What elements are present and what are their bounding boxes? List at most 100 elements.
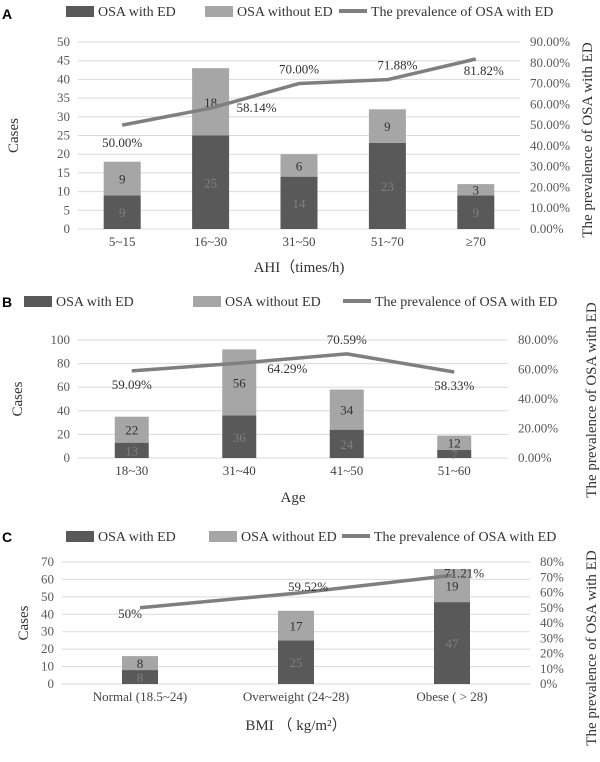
x-axis-title: Age: [281, 490, 306, 506]
bar-osa-without-ed: [457, 184, 495, 196]
legend-label: The prevalence of OSA with ED: [375, 295, 557, 310]
x-category-label: 31~50: [282, 234, 315, 249]
bar-osa-without-ed: [103, 161, 141, 196]
x-axis-title: AHI（times/h): [254, 259, 345, 276]
bar-osa-with-ed: [278, 640, 314, 684]
prevalence-label: 58.14%: [237, 100, 277, 115]
y-tick-label: 40: [57, 71, 70, 86]
x-category-label: 16~30: [194, 234, 227, 249]
y2-tick-label: 30.00%: [530, 159, 570, 174]
y-tick-label: 0: [64, 221, 71, 236]
bar-label-with-ed: 25: [290, 655, 303, 670]
bar-label-without-ed: 56: [233, 375, 247, 390]
y-tick-label: 60: [57, 379, 70, 394]
bar-label-with-ed: 7: [451, 447, 458, 462]
prevalence-label: 71.88%: [377, 58, 417, 73]
y-tick-label: 0: [64, 450, 71, 465]
bar-osa-without-ed: [329, 389, 364, 430]
bar-osa-with-ed: [122, 670, 158, 684]
y2-tick-label: 60%: [540, 585, 564, 600]
legend-label: OSA without ED: [241, 530, 337, 545]
prevalence-label: 71.21%: [444, 565, 484, 580]
prevalence-line: [121, 57, 477, 127]
y-tick-label: 25: [57, 128, 70, 143]
prevalence-label: 59.52%: [288, 579, 328, 594]
y2-tick-label: 20.00%: [518, 421, 558, 436]
prevalence-line: [139, 573, 453, 610]
prevalence-label: 59.09%: [112, 377, 152, 392]
y2-tick-label: 50%: [540, 600, 564, 615]
y2-tick-label: 10.00%: [530, 200, 570, 215]
bar-osa-with-ed: [368, 142, 406, 229]
prevalence-label: 70.00%: [279, 62, 319, 77]
bar-osa-without-ed: [280, 154, 318, 177]
y2-tick-label: 10%: [540, 661, 564, 676]
bar-label-with-ed: 24: [340, 437, 354, 452]
y-tick-label: 50: [57, 34, 70, 49]
y-tick-label: 30: [41, 624, 54, 639]
bar-osa-without-ed: [368, 109, 406, 143]
bar-label-without-ed: 9: [119, 172, 126, 187]
prevalence-label: 64.29%: [267, 361, 307, 376]
panel-letter: C: [2, 529, 12, 545]
chart-panel-a: A OSA with ED OSA without ED The prevalence…: [2, 5, 596, 276]
bar-label-with-ed: 25: [204, 175, 217, 190]
bar-osa-with-ed: [114, 442, 149, 458]
legend-label: OSA without ED: [237, 5, 333, 20]
y2-axis-title: The prevalence of OSA with ED: [584, 302, 600, 498]
bar-label-with-ed: 36: [233, 430, 247, 445]
y2-tick-label: 0%: [540, 676, 558, 691]
x-category-label: 31~40: [223, 463, 256, 478]
bar-osa-with-ed: [437, 449, 472, 458]
legend-swatch-without-ed: [193, 296, 221, 307]
bar-label-without-ed: 34: [340, 403, 354, 418]
x-category-label: 51~60: [438, 463, 471, 478]
bar-label-with-ed: 9: [473, 205, 480, 220]
x-category-label: Obese ( > 28): [416, 689, 487, 704]
y-tick-label: 80: [57, 356, 70, 371]
y-tick-label: 100: [51, 332, 71, 347]
x-category-label: 18~30: [115, 463, 148, 478]
x-axis-title: BMI （ kg/m²）: [245, 717, 346, 734]
y-tick-label: 10: [57, 184, 70, 199]
bar-label-without-ed: 6: [296, 158, 303, 173]
bar-osa-with-ed: [192, 135, 230, 229]
legend-swatch-with-ed: [66, 6, 94, 17]
y2-tick-label: 20%: [540, 646, 564, 661]
bar-osa-with-ed: [457, 195, 495, 229]
chart-panel-c: C OSA with ED OSA without ED The prevalence…: [2, 529, 600, 746]
bar-osa-with-ed: [280, 176, 318, 229]
legend-swatch-with-ed: [66, 531, 94, 542]
bar-label-with-ed: 9: [119, 205, 126, 220]
y-tick-label: 45: [57, 53, 70, 68]
legend-label: The prevalence of OSA with ED: [374, 530, 556, 545]
legend-label: OSA with ED: [98, 530, 176, 545]
y2-tick-label: 70%: [540, 569, 564, 584]
y2-tick-label: 60.00%: [518, 362, 558, 377]
y-tick-label: 70: [41, 554, 54, 569]
x-category-label: 41~50: [330, 463, 363, 478]
y2-axis-title: The prevalence of OSA with ED: [584, 550, 600, 746]
y-tick-label: 20: [57, 146, 70, 161]
bar-label-with-ed: 47: [446, 636, 460, 651]
bar-osa-without-ed: [114, 416, 149, 443]
y-tick-label: 40: [41, 606, 54, 621]
y2-tick-label: 90.00%: [530, 34, 570, 49]
y-tick-label: 30: [57, 109, 70, 124]
legend-swatch-without-ed: [209, 531, 237, 542]
prevalence-label: 50%: [118, 606, 142, 621]
bar-osa-without-ed: [434, 568, 470, 603]
y-tick-label: 20: [57, 426, 70, 441]
y2-tick-label: 70.00%: [530, 76, 570, 91]
bar-osa-with-ed: [434, 602, 470, 684]
y-tick-label: 60: [41, 571, 54, 586]
bar-osa-without-ed: [278, 610, 314, 641]
y-axis-title: Cases: [6, 118, 22, 153]
bar-label-without-ed: 9: [384, 119, 391, 134]
y2-tick-label: 80%: [540, 554, 564, 569]
x-category-label: Normal (18.5~24): [93, 689, 187, 704]
legend-label: OSA with ED: [56, 295, 134, 310]
y-tick-label: 50: [41, 589, 54, 604]
y2-tick-label: 60.00%: [530, 96, 570, 111]
y-tick-label: 0: [48, 676, 55, 691]
